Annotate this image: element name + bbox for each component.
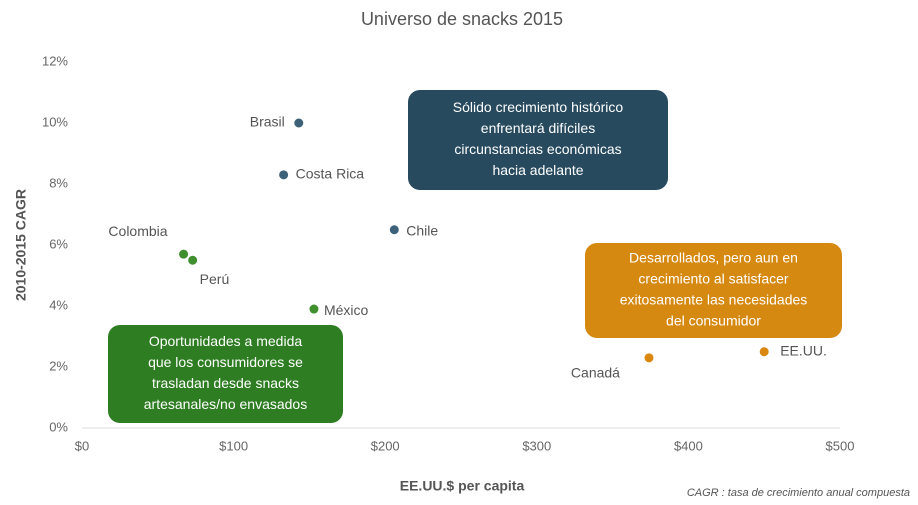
x-tick-label: $200	[371, 438, 400, 453]
chart-title: Universo de snacks 2015	[361, 9, 563, 29]
point-label: EE.UU.	[780, 342, 827, 358]
y-tick-label: 2%	[49, 358, 68, 373]
annotation-text: enfrentará difíciles	[481, 120, 595, 136]
annotation-text: artesanales/no envasados	[144, 396, 307, 412]
annotation-text: circunstancias económicas	[454, 141, 621, 157]
point-label: Canadá	[571, 365, 620, 381]
y-tick-label: 0%	[49, 419, 68, 434]
x-tick-label: $300	[522, 438, 551, 453]
annotation-text: exitosamente las necesidades	[620, 292, 808, 308]
annotation-text: Desarrollados, pero aun en	[629, 250, 798, 266]
y-tick-label: 6%	[49, 236, 68, 251]
x-axis-title: EE.UU.$ per capita	[400, 478, 525, 494]
annotation-text: Oportunidades a medida	[149, 333, 303, 349]
annotation-text: que los consumidores se	[148, 354, 303, 370]
y-tick-label: 8%	[49, 175, 68, 190]
annotation-text: trasladan desde snacks	[152, 375, 299, 391]
x-tick-label: $500	[826, 438, 855, 453]
y-tick-label: 4%	[49, 297, 68, 312]
footnote: CAGR : tasa de crecimiento anual compues…	[687, 487, 910, 499]
annotation-box	[408, 90, 668, 190]
x-tick-label: $100	[219, 438, 248, 453]
point	[309, 304, 319, 314]
point-label: Costa Rica	[296, 166, 365, 182]
x-tick-label: $400	[674, 438, 703, 453]
point	[179, 249, 189, 259]
annotation-text: Sólido crecimiento histórico	[453, 99, 624, 115]
point-label: Brasil	[250, 114, 285, 130]
point	[294, 118, 304, 128]
y-axis-title: 2010-2015 CAGR	[13, 189, 29, 301]
point	[759, 347, 769, 357]
point	[279, 170, 289, 180]
annotation-text: hacia adelante	[492, 162, 583, 178]
point	[188, 255, 198, 265]
point-label: Perú	[200, 271, 230, 287]
y-tick-label: 12%	[42, 53, 68, 68]
annotation-text: crecimiento al satisfacer	[638, 271, 789, 287]
annotation-box	[108, 325, 343, 423]
point-label: Chile	[406, 222, 438, 238]
point-label: Colombia	[108, 223, 167, 239]
point	[389, 225, 399, 235]
annotation-text: del consumidor	[666, 313, 761, 329]
annotation-box	[585, 243, 842, 338]
point-label: México	[324, 302, 369, 318]
point	[644, 353, 654, 363]
y-tick-label: 10%	[42, 114, 68, 129]
x-tick-label: $0	[75, 438, 89, 453]
